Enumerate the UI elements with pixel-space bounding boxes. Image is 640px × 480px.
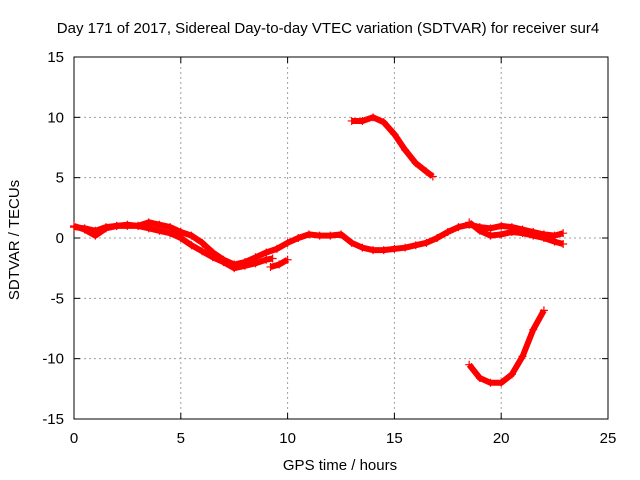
x-tick-label: 5 bbox=[177, 430, 185, 447]
data-point bbox=[144, 224, 153, 233]
y-tick-label: -15 bbox=[42, 411, 64, 428]
x-tick-labels: 0 5 10 15 20 25 bbox=[70, 430, 617, 447]
data-point bbox=[272, 244, 281, 253]
data-point bbox=[262, 248, 271, 257]
data-point bbox=[443, 227, 452, 236]
data-point bbox=[251, 259, 260, 268]
data-point bbox=[539, 234, 548, 242]
data-point bbox=[198, 247, 207, 256]
data-point bbox=[208, 253, 217, 262]
data-point bbox=[315, 231, 324, 240]
y-tick-label: 10 bbox=[47, 109, 64, 126]
data-point bbox=[507, 370, 516, 379]
data-point bbox=[422, 167, 431, 176]
y-tick-label: 5 bbox=[56, 170, 64, 187]
data-point bbox=[176, 234, 185, 242]
data-point bbox=[275, 260, 284, 269]
data-point bbox=[347, 116, 356, 125]
x-tick-label: 20 bbox=[493, 430, 510, 447]
data-point bbox=[559, 229, 568, 238]
data-point bbox=[198, 238, 207, 247]
data-point bbox=[497, 230, 506, 239]
data-point bbox=[337, 230, 345, 239]
data-point bbox=[486, 224, 495, 233]
x-tick-label: 15 bbox=[386, 430, 403, 447]
data-point bbox=[497, 378, 506, 387]
data-point bbox=[358, 116, 367, 125]
data-point bbox=[486, 378, 495, 387]
data-point bbox=[262, 255, 271, 264]
data-point bbox=[102, 224, 111, 233]
data-point bbox=[428, 172, 437, 181]
data-point bbox=[559, 240, 568, 249]
y-tick-label: -5 bbox=[51, 290, 64, 307]
data-point bbox=[379, 118, 388, 127]
data-point bbox=[268, 254, 277, 263]
data-point bbox=[70, 221, 78, 230]
data-point bbox=[187, 241, 196, 250]
y-tick-label: 0 bbox=[56, 230, 64, 247]
data-point bbox=[486, 231, 495, 240]
data-point bbox=[230, 264, 239, 273]
data-point bbox=[304, 230, 313, 239]
data-point bbox=[219, 258, 228, 267]
x-tick-label: 25 bbox=[600, 430, 617, 447]
data-point bbox=[266, 262, 275, 271]
data-point bbox=[155, 226, 164, 235]
data-point bbox=[411, 241, 420, 250]
data-point bbox=[283, 238, 292, 247]
y-axis-label: SDTVAR / TECUs bbox=[6, 180, 23, 300]
data-point bbox=[518, 229, 527, 238]
data-point bbox=[347, 238, 356, 247]
data-point bbox=[454, 223, 463, 232]
data-point bbox=[80, 225, 89, 234]
data-point bbox=[91, 231, 100, 240]
data-point bbox=[369, 113, 378, 122]
data-point bbox=[369, 246, 378, 255]
y-tick-label: 15 bbox=[47, 49, 64, 66]
data-point bbox=[401, 145, 410, 154]
data-point bbox=[411, 159, 420, 168]
data-point bbox=[465, 218, 474, 227]
series-line-arc-5 bbox=[351, 114, 435, 179]
data-point bbox=[465, 360, 474, 369]
y-tick-label: -10 bbox=[42, 351, 64, 368]
data-point bbox=[358, 243, 367, 252]
data-point bbox=[294, 234, 303, 242]
y-tick-labels: -15 -10 -5 0 5 10 15 bbox=[42, 49, 64, 428]
data-point bbox=[240, 261, 249, 270]
data-point bbox=[390, 130, 399, 139]
data-point bbox=[379, 246, 388, 255]
data-point bbox=[497, 221, 506, 230]
series-line-arc-6 bbox=[466, 308, 547, 386]
data-point bbox=[283, 255, 292, 264]
data-point bbox=[401, 243, 410, 252]
data-point bbox=[187, 231, 196, 240]
data-point bbox=[112, 221, 121, 230]
series-line-arc-4 bbox=[467, 219, 564, 247]
x-axis-label: GPS time / hours bbox=[283, 457, 397, 474]
data-series bbox=[70, 113, 568, 387]
data-point bbox=[518, 352, 527, 361]
data-point bbox=[475, 226, 484, 235]
data-point bbox=[529, 231, 538, 240]
x-tick-label: 10 bbox=[279, 430, 296, 447]
data-point bbox=[550, 237, 559, 246]
data-point bbox=[390, 244, 399, 253]
data-point bbox=[433, 234, 442, 242]
axis-ticks bbox=[73, 56, 609, 420]
data-point bbox=[539, 306, 548, 315]
chart-title: Day 171 of 2017, Sidereal Day-to-day VTE… bbox=[57, 20, 599, 37]
data-point bbox=[134, 221, 143, 230]
data-point bbox=[475, 373, 484, 382]
data-point bbox=[507, 227, 516, 236]
data-point bbox=[326, 231, 335, 240]
data-point bbox=[166, 229, 175, 238]
data-point bbox=[529, 325, 538, 334]
data-point bbox=[123, 220, 132, 229]
x-tick-label: 0 bbox=[70, 430, 78, 447]
data-point bbox=[422, 238, 431, 247]
